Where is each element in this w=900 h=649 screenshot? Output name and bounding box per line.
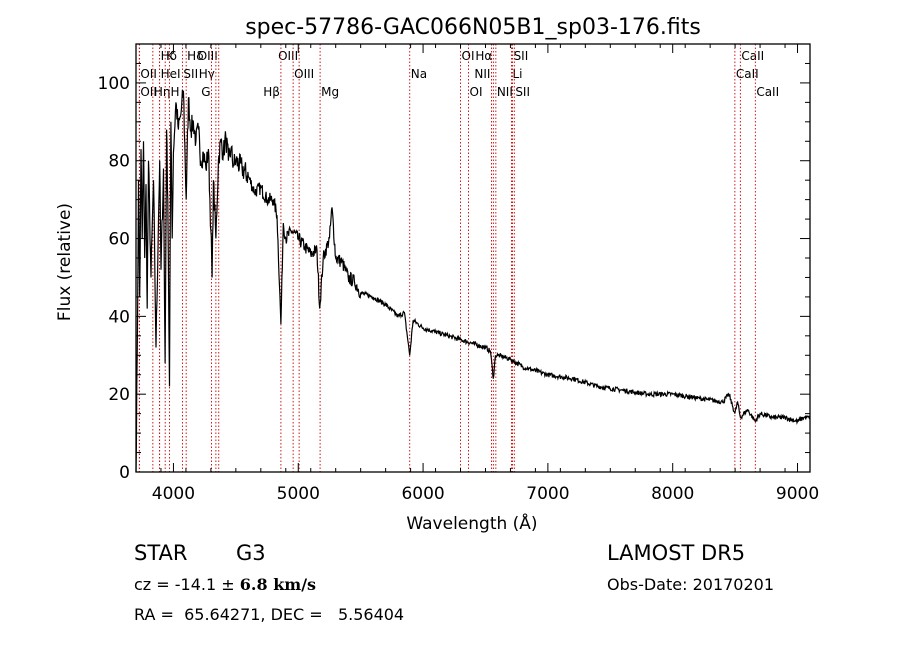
coordinates: RA = 65.64271, DEC = 5.56404 [134, 605, 405, 624]
y-tick-label-1: 20 [108, 385, 130, 405]
x-tick-label-1: 5000 [277, 484, 320, 504]
object-subclass: G3 [236, 541, 266, 565]
line-label-17: CaII [736, 67, 759, 81]
y-axis-label: Flux (relative) [55, 203, 75, 321]
object-class: STAR [134, 541, 188, 565]
line-label-9: OII [140, 67, 157, 81]
x-tick-label-0: 4000 [152, 484, 195, 504]
redshift-readout: cz = -14.1 ± 6.8 km/s [134, 575, 316, 594]
line-label-12: Hγ [199, 67, 215, 81]
axis-ticks: 4000 5000 6000 7000 8000 9000 0 20 40 60 80 100 [98, 44, 819, 504]
x-tick-label-5: 9000 [776, 484, 819, 504]
y-tick-label-5: 100 [98, 74, 130, 94]
observation-date: Obs-Date: 20170201 [607, 575, 775, 594]
line-label-11: SII [183, 67, 198, 81]
line-label-23: Mg [321, 85, 339, 99]
line-label-8: CaII [741, 49, 764, 63]
x-axis-label: Wavelength (Å) [406, 512, 537, 534]
line-label-24: OI [470, 85, 483, 99]
x-tick-label-3: 7000 [526, 484, 569, 504]
cz-value: -14.1 [174, 575, 217, 594]
line-label-26: SII [515, 85, 530, 99]
line-label-10: HeI [161, 67, 181, 81]
x-tick-label-4: 8000 [651, 484, 694, 504]
x-tick-label-2: 6000 [401, 484, 444, 504]
line-label-13: OIII [294, 67, 314, 81]
y-tick-label-4: 80 [108, 152, 130, 172]
y-tick-label-2: 40 [108, 307, 130, 327]
line-label-3: OIII [198, 49, 218, 63]
line-label-27: CaII [756, 85, 779, 99]
line-label-19: Hη [154, 85, 171, 99]
line-label-2: Hδ [187, 49, 203, 63]
line-label-6: Hα [475, 49, 492, 63]
line-label-5: OI [462, 49, 475, 63]
line-label-14: Na [411, 67, 427, 81]
line-label-7: SII [514, 49, 529, 63]
line-label-15: NII [474, 67, 490, 81]
line-label-16: Li [512, 67, 522, 81]
line-label-0: Hδ [161, 49, 177, 63]
y-tick-label-3: 60 [108, 230, 130, 250]
cz-plusminus: ± [221, 575, 235, 594]
spectrum-line [135, 89, 811, 473]
line-label-22: Hβ [263, 85, 280, 99]
y-tick-label-0: 0 [119, 463, 130, 483]
line-label-20: H [170, 85, 179, 99]
survey-name: LAMOST DR5 [607, 541, 746, 565]
cz-error: 6.8 km/s [239, 575, 317, 594]
cz-label: cz = [134, 575, 175, 594]
line-label-25: NII [497, 85, 513, 99]
line-label-1: K [166, 49, 175, 63]
chart-title: spec-57786-GAC066N05B1_sp03-176.fits [245, 15, 701, 40]
line-label-21: G [201, 85, 210, 99]
plot-frame [135, 43, 811, 473]
line-label-18: OII [140, 85, 157, 99]
